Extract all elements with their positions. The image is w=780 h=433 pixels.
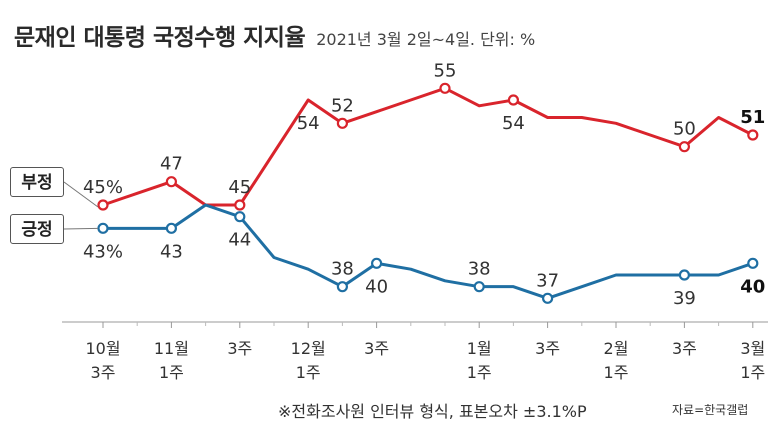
data-point [336, 117, 348, 129]
x-tick-label: 11월 [154, 339, 189, 358]
title-row: 문재인 대통령 국정수행 지지율 2021년 3월 2일~4일. 단위: % [14, 18, 535, 52]
x-tick-label: 1주 [296, 363, 321, 382]
legend-connector-negative [63, 181, 99, 208]
data-label: 54 [297, 113, 320, 134]
footnote: ※전화조사원 인터뷰 형식, 표본오차 ±3.1%P [278, 402, 587, 421]
x-tick-label: 1주 [604, 363, 629, 382]
data-label: 37 [536, 270, 559, 291]
data-label: 52 [331, 95, 354, 116]
data-label: 45 [228, 177, 251, 198]
series-line-positive [101, 203, 755, 300]
x-tick-label: 3주 [672, 339, 697, 358]
data-point [747, 129, 759, 141]
x-tick-label: 1월 [467, 339, 492, 358]
data-label: 43% [83, 241, 123, 262]
data-point [234, 199, 246, 211]
series-line-negative [101, 86, 755, 207]
x-tick-label: 1주 [467, 363, 492, 382]
x-tick-label: 2월 [604, 339, 629, 358]
data-point [473, 281, 485, 293]
data-point [234, 211, 246, 223]
x-tick-label: 1주 [740, 363, 765, 382]
data-point [747, 257, 759, 269]
chart-subtitle: 2021년 3월 2일~4일. 단위: % [316, 30, 536, 49]
data-point [541, 292, 554, 304]
data-point [507, 94, 520, 106]
data-label: 50 [673, 119, 696, 140]
x-tick-label: 3주 [364, 339, 389, 358]
data-label: 40 [365, 276, 388, 297]
x-tick-label: 3월 [740, 339, 765, 358]
x-tick-label: 3주 [227, 339, 252, 358]
data-point [678, 269, 691, 281]
chart-title: 문재인 대통령 국정수행 지지율 [14, 25, 306, 51]
data-point [371, 257, 383, 269]
data-label: 47 [160, 154, 183, 175]
data-point [439, 82, 451, 94]
x-tick-label: 12월 [291, 339, 326, 358]
data-point [165, 176, 177, 188]
data-label: 51 [740, 107, 765, 128]
data-point [165, 222, 177, 234]
data-label: 45% [83, 177, 123, 198]
legend-connector-positive [63, 227, 99, 230]
data-point [336, 281, 348, 293]
data-label: 55 [434, 60, 457, 81]
data-label: 38 [468, 259, 491, 280]
data-point [678, 141, 691, 153]
data-label: 39 [673, 288, 696, 309]
x-tick-label: 10월 [85, 339, 120, 358]
legend-negative: 부정 [10, 167, 64, 197]
x-tick-label: 3주 [535, 339, 560, 358]
source-note: 자료=한국갤럽 [672, 403, 749, 417]
x-tick-label: 3주 [91, 363, 116, 382]
data-label: 40 [740, 276, 765, 297]
data-label: 54 [502, 113, 525, 134]
data-label: 43 [160, 241, 183, 262]
data-label: 38 [331, 259, 354, 280]
data-point [97, 222, 109, 234]
data-label: 44 [228, 230, 251, 251]
legend-positive: 긍정 [10, 214, 64, 244]
x-tick-label: 1주 [159, 363, 184, 382]
data-point [97, 199, 109, 211]
